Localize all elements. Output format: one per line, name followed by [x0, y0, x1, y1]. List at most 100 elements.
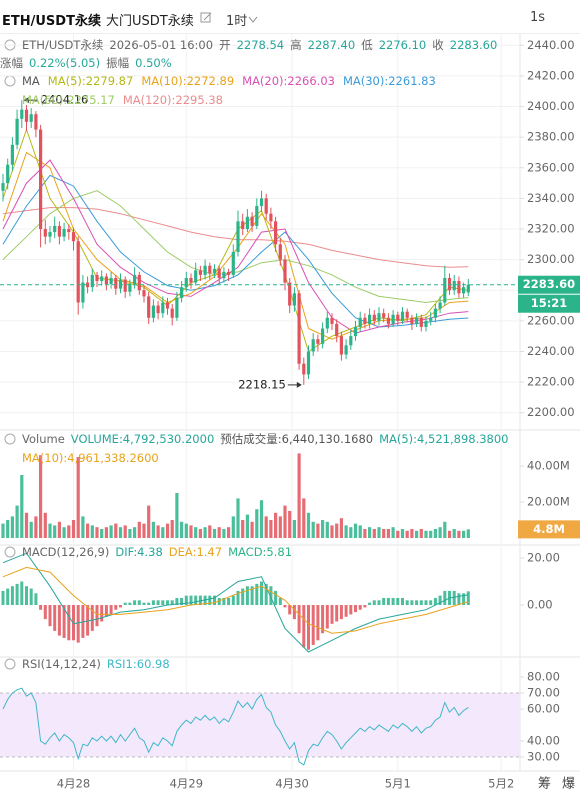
volume-bar — [241, 520, 245, 538]
candle-body — [283, 259, 287, 283]
macd-bar — [180, 597, 184, 606]
macd-bar — [245, 586, 249, 606]
volume-bar — [391, 527, 395, 538]
candle-body — [288, 282, 292, 306]
candle-body — [236, 221, 240, 252]
candle-body — [20, 109, 24, 119]
volume-bar — [67, 525, 71, 538]
macd-bar — [457, 593, 461, 606]
legend-entry: VOLUME:4,792,530.2000 — [70, 432, 215, 446]
macd-bar — [368, 602, 372, 606]
macd-bar — [217, 597, 221, 606]
volume-bar — [325, 521, 329, 538]
y-tick-label: 2340.00 — [527, 191, 575, 205]
macd-bar — [316, 605, 320, 641]
candle-body — [344, 345, 348, 355]
candle-body — [81, 282, 85, 303]
candle-body — [100, 276, 104, 282]
volume-bar — [382, 529, 386, 538]
burst-button[interactable]: 爆 — [562, 777, 575, 792]
candle-body — [208, 265, 212, 274]
candle-body — [368, 314, 372, 324]
macd-bar — [86, 605, 90, 636]
candle-body — [43, 229, 47, 237]
candle-body — [109, 277, 113, 285]
candle-body — [391, 314, 395, 324]
volume-bar — [62, 527, 66, 538]
volume-bar — [95, 527, 99, 538]
volume-bar — [419, 529, 423, 538]
volume-bar — [353, 523, 358, 538]
candle-body — [71, 232, 76, 242]
legend-entry: MA(10):4,961,338.2600 — [22, 451, 159, 465]
volume-bar — [189, 525, 193, 538]
change-item: 振幅 — [106, 56, 130, 70]
legend-entry: MA(5):4,521,898.3800 — [379, 432, 509, 446]
macd-bar — [161, 600, 165, 606]
macd-bar — [424, 600, 428, 606]
candle-body — [278, 244, 282, 260]
macd-bar — [1, 590, 5, 606]
chips-button[interactable]: 筹 — [538, 776, 551, 792]
volume-bar — [104, 527, 108, 538]
volume-bar — [377, 527, 381, 538]
candle-body — [217, 268, 221, 278]
macd-bar — [39, 605, 43, 610]
volume-bar — [48, 523, 52, 538]
macd-legend: MACD(12,26,9) DIF:4.38 DEA:1.47 MACD:5.81 — [22, 545, 292, 559]
legend-title: RSI(14,12,24) — [22, 657, 101, 671]
candle-body — [433, 308, 437, 318]
candle-body — [165, 302, 170, 309]
volume-bar — [180, 521, 184, 538]
volume-bar — [245, 514, 249, 538]
macd-bar — [213, 595, 216, 606]
y-tick-label: 2240.00 — [527, 344, 575, 358]
edit-icon[interactable] — [200, 12, 212, 24]
macd-bar — [20, 581, 24, 606]
macd-bar — [142, 602, 146, 606]
high-label: 2404.16 — [41, 93, 89, 107]
volume-bar — [283, 505, 287, 538]
macd-bar — [184, 595, 188, 606]
macd-bar — [236, 590, 240, 606]
candle-body — [67, 229, 71, 233]
macd-bar — [433, 597, 437, 606]
volume-bar — [297, 453, 301, 538]
volume-bar — [311, 521, 315, 538]
candle-body — [241, 221, 245, 229]
legend-entry: MACD:5.81 — [228, 545, 293, 559]
info-item: 低 — [361, 38, 373, 52]
candle-body — [6, 164, 10, 184]
candle-body — [123, 279, 127, 292]
volume-bar — [410, 529, 414, 538]
volume-bar — [396, 530, 400, 538]
volume-bar — [170, 520, 174, 538]
candle-body — [339, 336, 343, 355]
candle-body — [62, 229, 66, 237]
speed[interactable]: 1s — [530, 10, 546, 25]
macd-bar — [339, 605, 343, 620]
macd-bar — [147, 602, 151, 606]
candle-body — [212, 268, 217, 274]
volume-bar — [363, 529, 367, 538]
volume-bar — [109, 525, 113, 538]
macd-bar — [354, 605, 357, 613]
interval[interactable]: 1时 — [226, 14, 248, 29]
macd-bar — [151, 600, 155, 606]
macd-bar — [382, 597, 386, 606]
legend-entry: RSI1:60.98 — [106, 657, 170, 671]
candle-body — [466, 284, 470, 293]
symbol[interactable]: ETH/USDT永续 — [2, 14, 101, 29]
candle-body — [405, 311, 409, 318]
macd-bar — [189, 595, 193, 606]
rsi-line — [2, 687, 469, 766]
candle-body — [170, 308, 174, 318]
macd-bar — [67, 605, 71, 641]
candle-body — [330, 317, 334, 324]
volume-bar — [231, 516, 235, 538]
y-tick-label: 0.00 — [527, 598, 553, 612]
volume-bar — [128, 529, 132, 538]
info-item: 开 — [219, 38, 231, 52]
volume-bar — [255, 509, 259, 538]
